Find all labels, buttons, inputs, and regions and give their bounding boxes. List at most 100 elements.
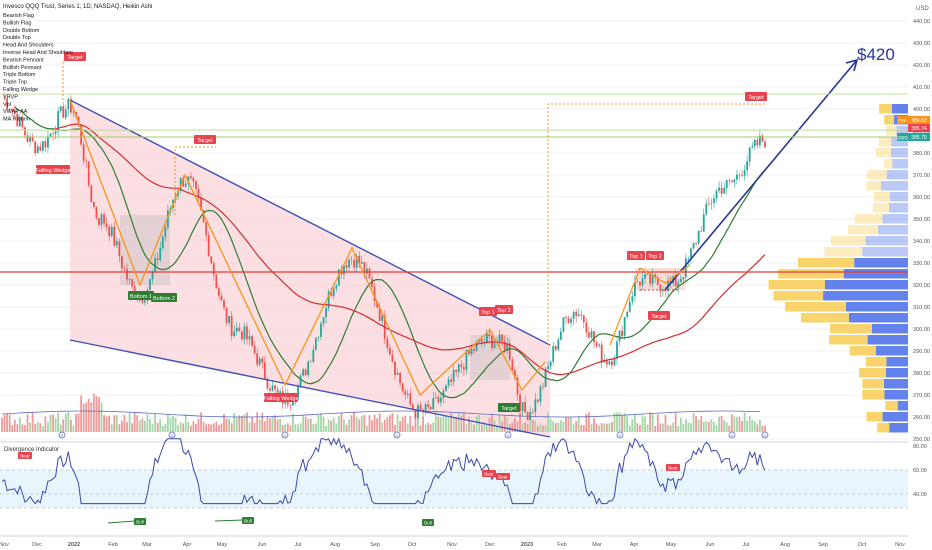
candle [679,274,682,283]
time-tick: Nov [0,542,9,548]
volume-bar [406,423,409,432]
legend-item: Triple Bottom [3,72,36,78]
candle [445,384,447,392]
volume-bar [189,425,192,432]
candle [92,201,95,210]
candle [692,242,695,250]
candle [31,133,34,142]
volume-bar [223,414,225,432]
legend-item: Falling Wedge [3,87,38,93]
price-badge: Pre 386.62 [897,116,930,124]
candle [585,317,588,338]
volume-bar [613,412,616,432]
candle [641,272,644,291]
volume-bar [67,412,70,432]
volume-bar [90,402,93,432]
svg-text:QQQ: QQQ [897,135,908,140]
candle [220,291,223,302]
svg-text:Top 1: Top 1 [481,310,494,316]
time-tick: Mar [592,542,602,548]
svg-text:Target: Target [748,95,764,101]
volume-bar [452,418,455,432]
volume-bar [659,423,662,432]
volume-bar [348,419,350,432]
volume-bar [281,424,284,432]
zigzag-orange-1 [69,99,546,397]
volume-bar [174,417,177,432]
target-label-2: Target [194,135,216,144]
volume-bar [350,415,353,432]
candle [394,360,396,381]
volume-bar [276,419,279,432]
volume-bar [243,414,246,432]
price-axis[interactable]: 440.00430.00420.00410.00400.00390.00380.… [897,0,932,550]
volume-bar [713,421,715,432]
candle [131,278,134,290]
volume-profile-bar [854,214,908,224]
volume-bar [529,413,532,432]
volume-bar [179,422,182,432]
top2-label-a: Top 2 [495,305,513,314]
volume-bar [161,425,164,432]
candle [748,146,751,167]
price-tick: 260.00 [913,415,930,421]
svg-text:Target: Target [197,138,213,144]
ma-fast-line [14,106,766,399]
osc-band [0,470,908,508]
volume-bar [585,413,588,432]
candle [707,197,710,207]
price-tick: 430.00 [913,41,930,47]
candle [34,141,37,157]
time-tick: Sep [818,542,828,548]
candle [524,395,527,414]
volume-bar [302,415,305,432]
candle [304,368,307,377]
candle [404,388,407,401]
volume-bar [358,419,361,432]
svg-text:D: D [764,433,767,438]
volume-bar [534,420,537,432]
candle [251,334,253,348]
volume-bar [725,422,728,432]
volume-bar [572,424,575,432]
volume-bar [54,418,57,432]
event-marker: D [393,431,401,439]
candle [628,297,631,313]
candle [110,223,113,238]
candle [366,262,368,281]
volume-profile-bar [885,401,908,411]
volume-bar [662,423,664,432]
time-axis[interactable]: Nov Dec 2022 Feb Mar Apr May Jun Jul Aug Sep Oct Nov… [0,535,908,548]
svg-text:Target: Target [67,55,83,61]
time-tick: Jun [706,542,715,548]
candle [741,169,743,178]
event-marker: D [58,431,66,439]
candle [6,96,9,111]
candle [156,252,159,266]
svg-text:Bear: Bear [668,466,678,471]
indicator-lines [14,106,766,399]
oscillator-axis[interactable]: 80.00 60.00 40.00 [913,444,927,498]
time-tick: Jul [294,542,301,548]
time-tick: May [217,542,228,548]
volume-bar [554,423,557,432]
volume-bar [320,412,322,432]
price-tick: 370.00 [913,173,930,179]
volume-bar [457,412,460,432]
target-dotted-2 [174,146,216,215]
candle [552,341,555,366]
candle [223,298,225,311]
volume-bar [440,417,442,432]
volume-profile-bar [859,368,908,378]
volume-bars [1,393,766,432]
volume-profile-bar [778,269,908,279]
volume-bar [210,424,213,432]
candle [610,358,613,370]
candle [253,341,256,356]
volume-bar [577,415,580,432]
bull-label-1: Bull [134,518,146,525]
legend-item: Bullish Flag [3,20,31,26]
candle [246,322,248,345]
